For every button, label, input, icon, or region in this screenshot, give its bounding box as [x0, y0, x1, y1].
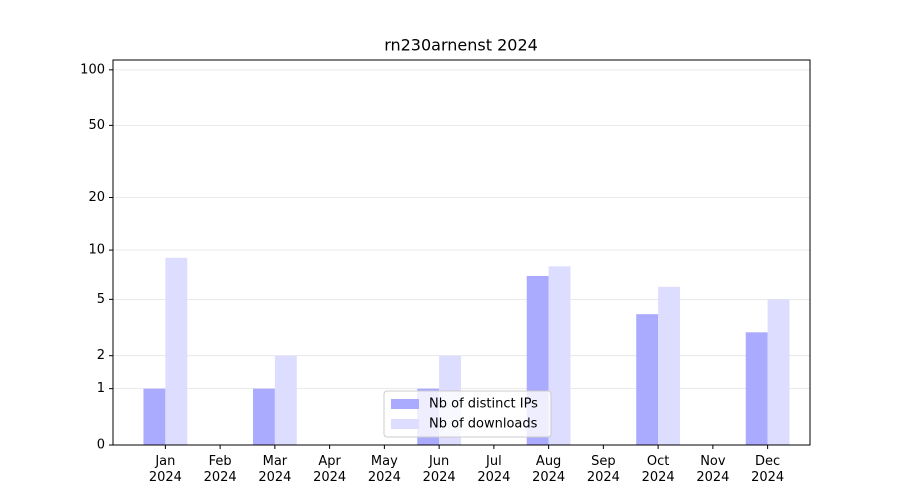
- y-tick-label: 10: [88, 243, 105, 258]
- legend: Nb of distinct IPs Nb of downloads: [383, 390, 552, 438]
- bar: [767, 299, 790, 445]
- x-tick-label: Sep 2024: [586, 454, 620, 485]
- y-tick-label: 100: [80, 62, 105, 77]
- x-tick-label: Jul 2024: [477, 454, 511, 485]
- legend-swatch: [391, 399, 419, 409]
- x-tick-label: Nov 2024: [696, 454, 730, 485]
- bar: [143, 388, 166, 445]
- x-tick-label: Jan 2024: [148, 454, 182, 485]
- y-tick-label: 2: [97, 348, 105, 363]
- x-tick-label: Jun 2024: [422, 454, 456, 485]
- y-tick-label: 20: [88, 190, 105, 205]
- legend-label: Nb of downloads: [429, 417, 538, 432]
- plot-frame: [112, 59, 811, 446]
- chart-title: rn230arnenst 2024: [384, 36, 538, 55]
- y-tick-label: 0: [97, 438, 105, 453]
- y-tick-label: 50: [88, 118, 105, 133]
- bar: [165, 257, 188, 445]
- bar: [745, 332, 768, 445]
- legend-label: Nb of distinct IPs: [429, 397, 538, 412]
- bar: [274, 355, 297, 445]
- bar: [636, 314, 659, 445]
- x-tick-label: Dec 2024: [751, 454, 785, 485]
- legend-frame: [383, 390, 552, 438]
- bar: [252, 388, 275, 445]
- x-tick-label: Feb 2024: [203, 454, 237, 485]
- legend-swatch: [391, 419, 419, 429]
- x-tick-label: May 2024: [367, 454, 401, 485]
- x-tick-label: Mar 2024: [258, 454, 292, 485]
- bar: [658, 286, 681, 445]
- x-tick-label: Apr 2024: [313, 454, 347, 485]
- y-tick-label: 1: [97, 381, 105, 396]
- x-tick-label: Aug 2024: [532, 454, 566, 485]
- x-tick-label: Oct 2024: [641, 454, 675, 485]
- y-tick-label: 5: [97, 292, 105, 307]
- bar: [548, 266, 571, 445]
